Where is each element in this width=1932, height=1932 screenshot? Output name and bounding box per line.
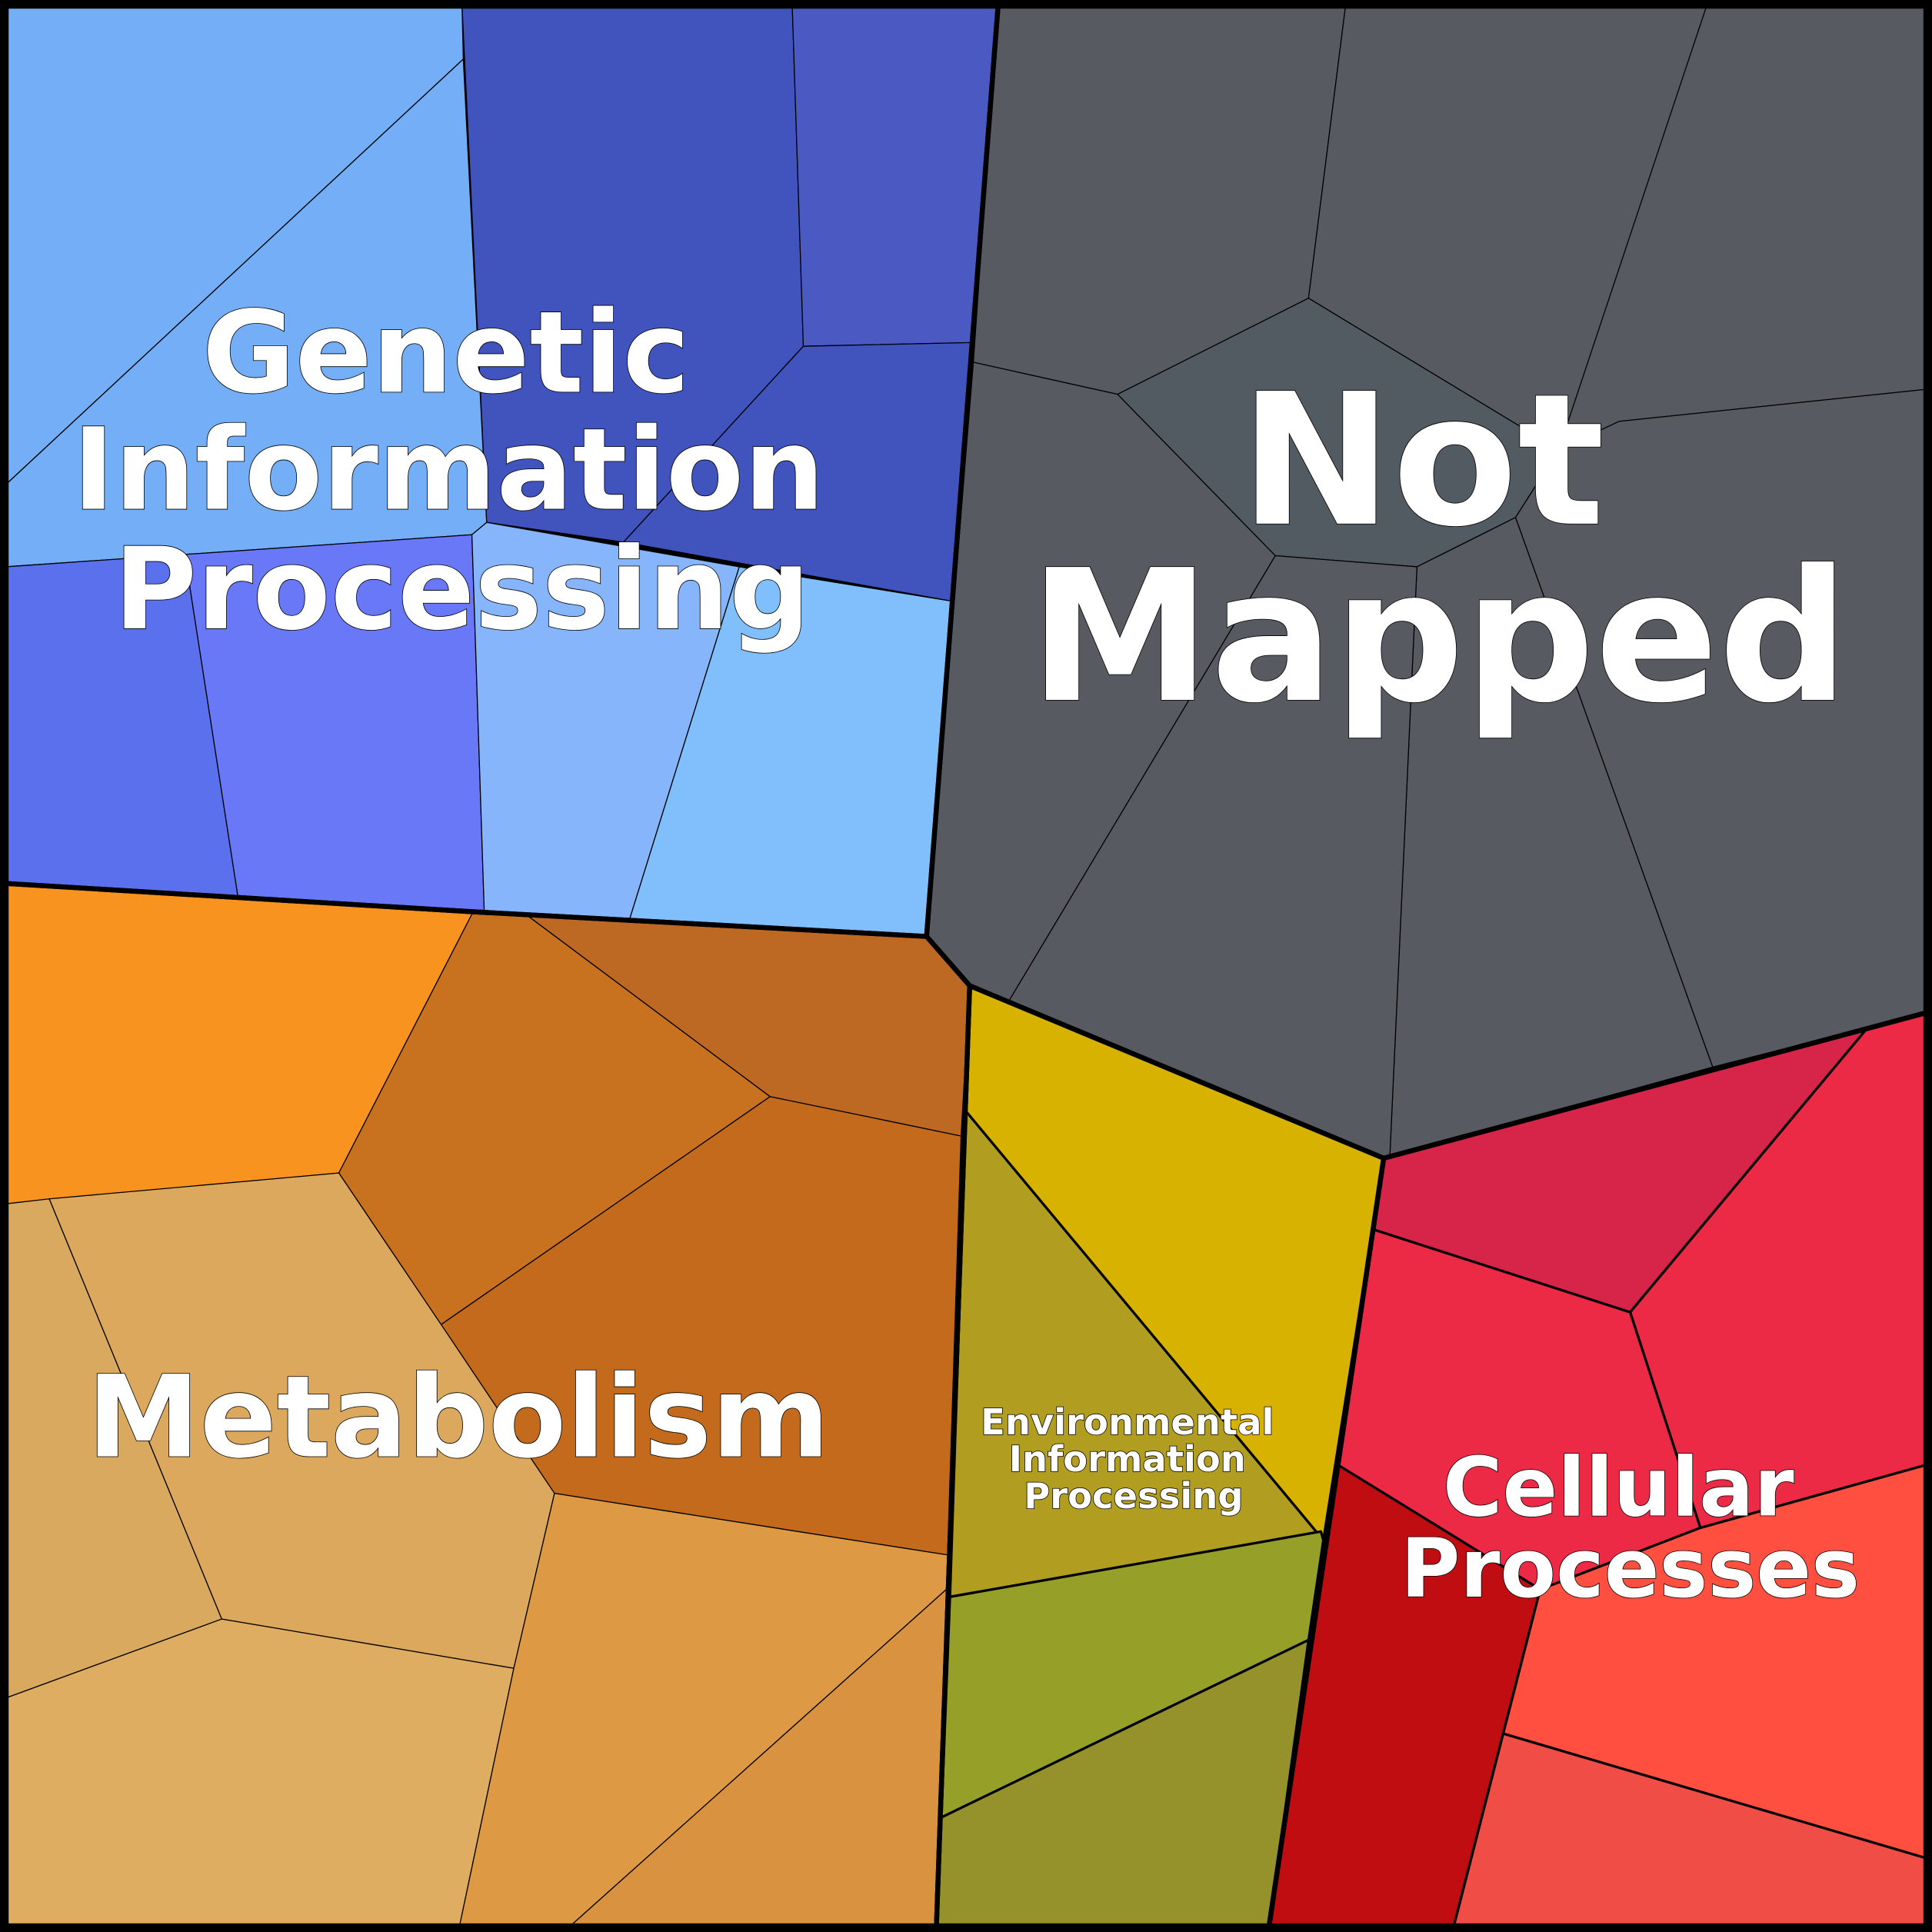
group-metabolism xyxy=(5,883,971,1927)
label-cellular-processes: Cellular Processes xyxy=(1401,1441,1860,1617)
group-cellular-processes xyxy=(1267,1011,1927,1927)
label-not-mapped: Not Mapped xyxy=(1029,355,1849,743)
group-environmental-information-processing xyxy=(934,984,1385,1927)
label-genetic-information-processing: Genetic Information Processing xyxy=(72,286,864,655)
group-not-mapped xyxy=(926,5,1927,1159)
group-genetic-information-processing xyxy=(5,5,999,938)
label-environmental-information-processing: Environmental Information Processing xyxy=(981,1401,1286,1517)
cell-genetic-information-processing-4 xyxy=(791,5,999,347)
label-metabolism: Metabolism xyxy=(87,1351,830,1484)
